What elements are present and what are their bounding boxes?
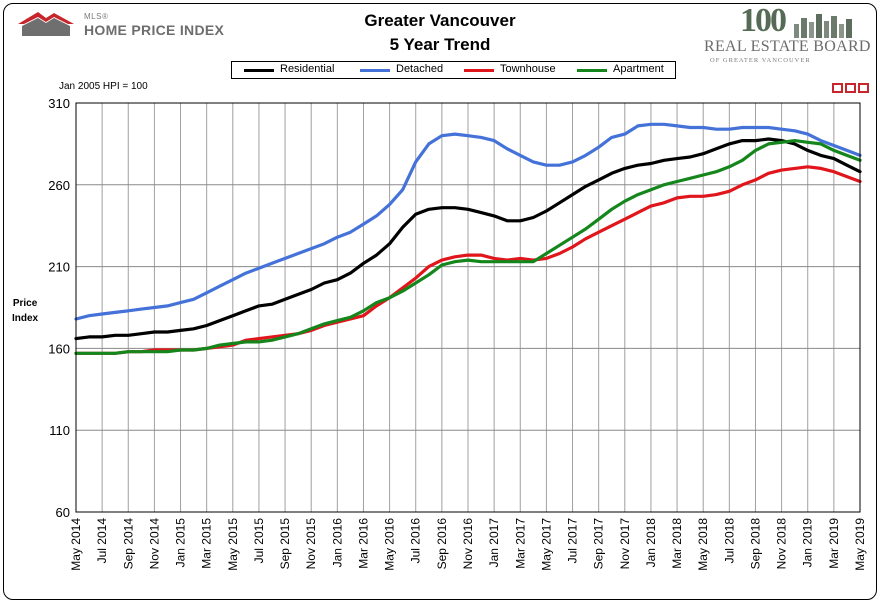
y-tick-label: 310: [48, 96, 70, 111]
logo-mls-mark: MLS®: [84, 12, 109, 21]
legend-swatch-townhouse: [464, 69, 494, 72]
series-line-detached: [74, 122, 862, 321]
y-tick-label: 160: [48, 341, 70, 356]
y-tick-label: 110: [49, 423, 70, 438]
x-tick-label: Mar 2015: [200, 518, 214, 569]
x-tick-label: Nov 2018: [775, 518, 789, 570]
x-tick-label: Mar 2016: [356, 518, 370, 569]
x-tick-label: Jan 2017: [487, 518, 501, 568]
x-tick-label: Sep 2016: [435, 518, 449, 570]
plot-border: [75, 102, 861, 513]
board-100-mark: 100: [740, 2, 787, 39]
chart-title-line2: 5 Year Trend: [389, 35, 491, 54]
x-tick-label: May 2018: [696, 518, 710, 571]
x-tick-label: Jan 2016: [330, 518, 344, 568]
x-tick-label: Jul 2018: [722, 518, 736, 564]
x-tick-label: May 2014: [69, 518, 83, 571]
x-tick-label: Nov 2014: [147, 518, 161, 570]
y-axis-label-line2: Index: [12, 313, 39, 324]
x-tick-label: Jul 2015: [252, 518, 266, 564]
x-tick-label: Jul 2017: [566, 518, 580, 564]
legend-swatch-residential: [244, 69, 274, 72]
legend-label-townhouse: Townhouse: [500, 63, 556, 75]
x-tick-label: Jul 2016: [409, 518, 423, 564]
legend-label-residential: Residential: [280, 63, 335, 75]
home-price-index-logo: MLS® HOME PRICE INDEX: [14, 8, 244, 40]
y-axis-label-line1: Price: [12, 298, 38, 309]
legend-swatch-apartment: [577, 69, 607, 72]
y-axis-label: Price Index: [12, 296, 38, 326]
x-tick-label: May 2017: [539, 518, 553, 571]
legend-swatch-detached: [360, 69, 390, 72]
house-logo-icon: [18, 12, 74, 36]
skyline-icon: [794, 14, 852, 38]
x-tick-label: Nov 2016: [461, 518, 475, 570]
x-tick-label: Sep 2014: [121, 518, 135, 570]
chart-title-line1: Greater Vancouver: [364, 11, 516, 30]
x-tick-label: Nov 2017: [618, 518, 632, 570]
real-estate-board-logo: 100 REAL ESTATE BOARD OF GREATER VANCOUV…: [700, 2, 870, 66]
board-subtitle: OF GREATER VANCOUVER: [710, 57, 811, 64]
mls-badge-icon: [832, 83, 869, 93]
x-tick-label: Sep 2015: [278, 518, 292, 570]
x-tick-label: Mar 2019: [827, 518, 841, 569]
series-line-apartment: [74, 139, 862, 355]
x-tick-label: Sep 2017: [592, 518, 606, 570]
x-tick-label: May 2016: [383, 518, 397, 571]
y-tick-label: 210: [48, 260, 70, 275]
x-tick-label: Mar 2018: [670, 518, 684, 569]
legend-label-apartment: Apartment: [613, 63, 664, 75]
series-line-residential: [74, 137, 862, 341]
y-tick-label: 60: [56, 505, 70, 520]
base-index-note: Jan 2005 HPI = 100: [59, 81, 148, 92]
legend-label-detached: Detached: [396, 63, 444, 75]
x-tick-label: Sep 2018: [748, 518, 762, 570]
y-tick-label: 260: [48, 178, 70, 193]
x-tick-label: Nov 2015: [304, 518, 318, 570]
board-name: REAL ESTATE BOARD: [704, 38, 871, 55]
x-tick-label: Jul 2014: [95, 518, 109, 564]
x-tick-label: Jan 2015: [174, 518, 188, 568]
logo-wordmark: HOME PRICE INDEX: [84, 22, 225, 38]
x-tick-label: Jan 2019: [801, 518, 815, 568]
x-tick-label: Mar 2017: [513, 518, 527, 569]
x-tick-label: May 2015: [226, 518, 240, 571]
x-tick-label: Jan 2018: [644, 518, 658, 568]
x-tick-label: May 2019: [853, 518, 867, 571]
chart-legend: Residential Detached Townhouse Apartment: [231, 61, 676, 79]
